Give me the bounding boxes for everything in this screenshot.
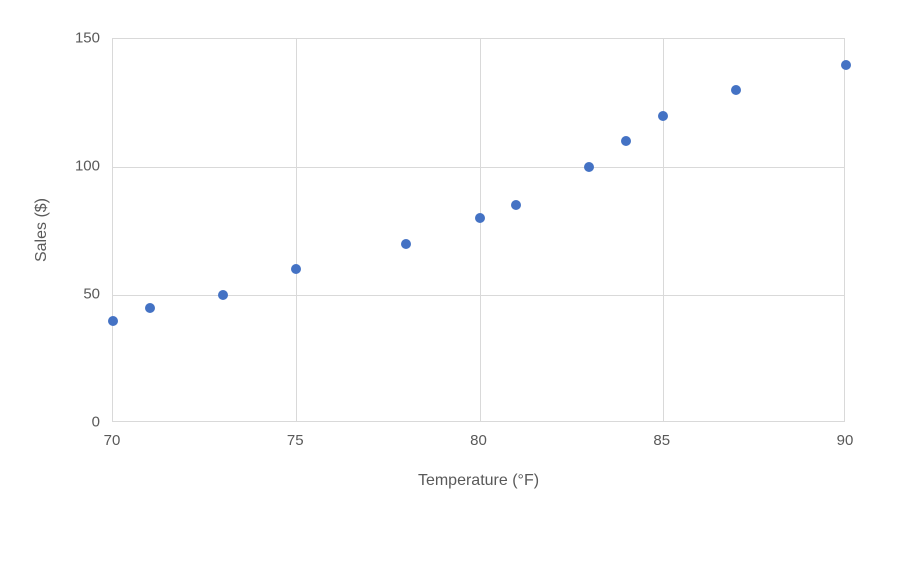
- gridline-vertical: [480, 39, 481, 421]
- data-point: [731, 85, 741, 95]
- y-tick-label: 150: [75, 30, 100, 47]
- scatter-chart: Sales ($) Temperature (°F) 70 75 80 85 90 0 50…: [0, 0, 907, 568]
- y-tick-label: 100: [75, 158, 100, 175]
- x-tick-label: 75: [287, 432, 304, 449]
- x-tick-label: 85: [653, 432, 670, 449]
- data-point: [218, 290, 228, 300]
- plot-area: [112, 38, 845, 422]
- gridline-vertical: [663, 39, 664, 421]
- x-tick-label: 80: [470, 432, 487, 449]
- data-point: [145, 303, 155, 313]
- data-point: [291, 264, 301, 274]
- x-tick-label: 70: [104, 432, 121, 449]
- data-point: [511, 200, 521, 210]
- y-axis-label: Sales ($): [33, 198, 51, 262]
- y-tick-label: 0: [92, 414, 100, 431]
- data-point: [621, 136, 631, 146]
- data-point: [841, 60, 851, 70]
- gridline-horizontal: [113, 167, 844, 168]
- data-point: [475, 213, 485, 223]
- data-point: [658, 111, 668, 121]
- x-tick-label: 90: [837, 432, 854, 449]
- data-point: [401, 239, 411, 249]
- gridline-vertical: [296, 39, 297, 421]
- x-axis-label: Temperature (°F): [418, 472, 539, 490]
- y-tick-label: 50: [83, 286, 100, 303]
- data-point: [108, 316, 118, 326]
- data-point: [584, 162, 594, 172]
